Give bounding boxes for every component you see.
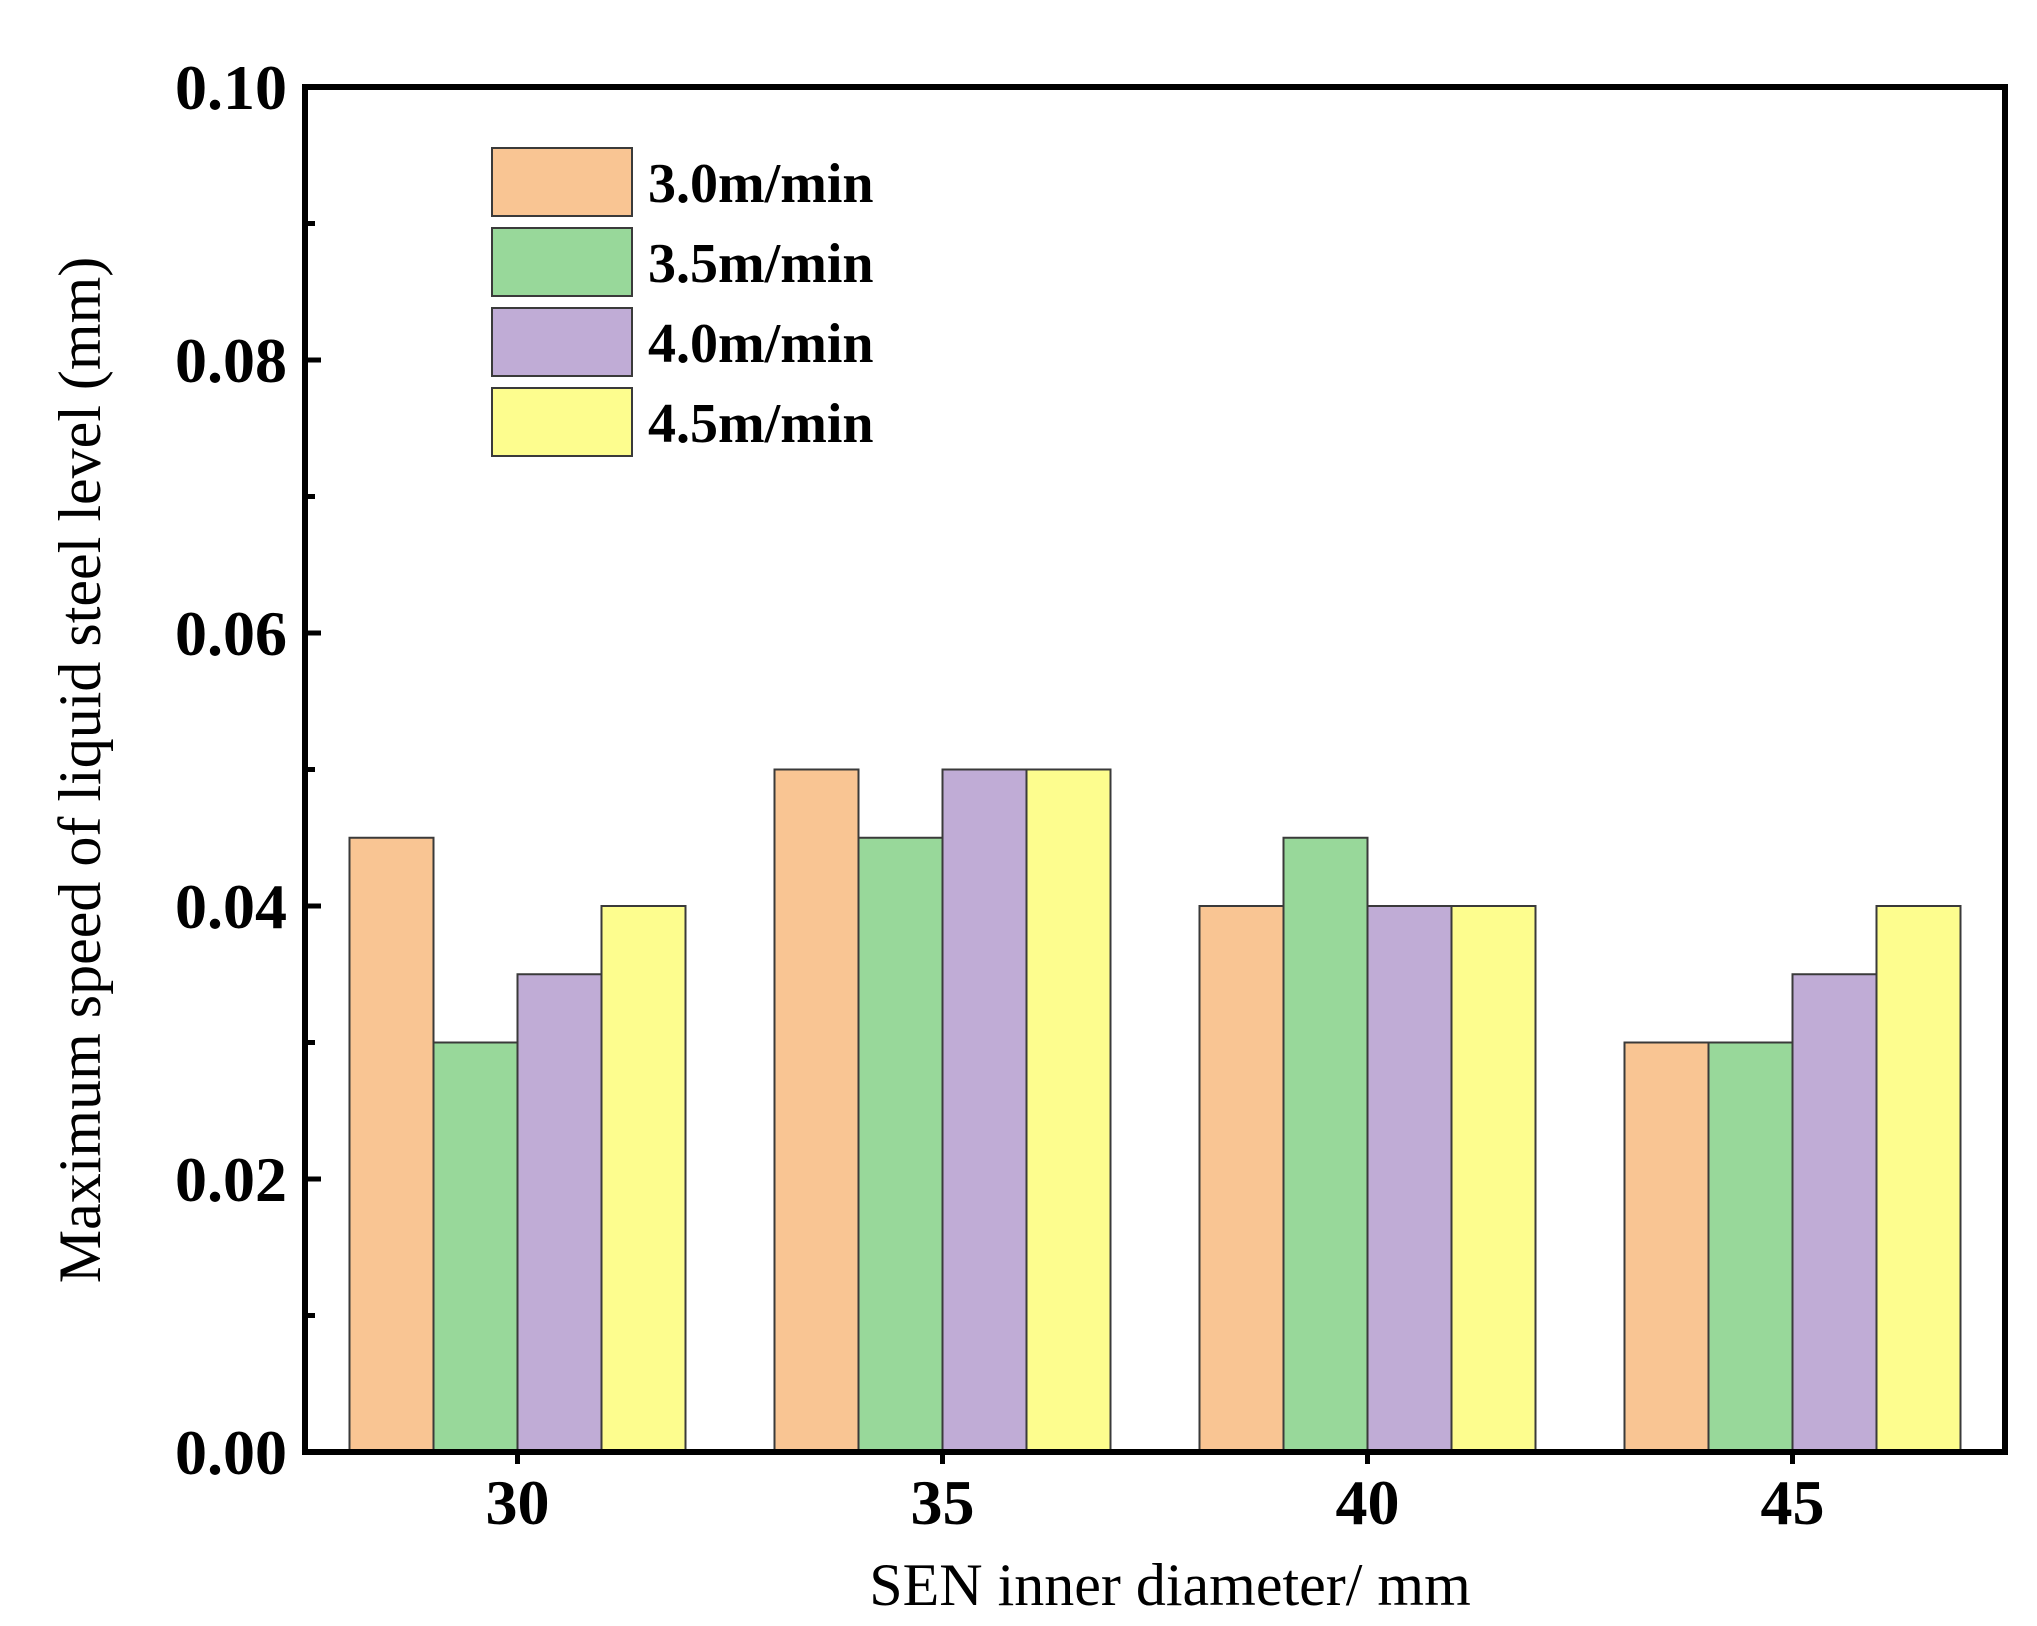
x-tick-label: 35 [911,1467,975,1538]
y-axis-ticks: 0.00 0.02 0.04 0.06 0.08 0.10 [175,52,321,1488]
bar-40-4.0m/min [1366,905,1453,1453]
legend-swatch [491,147,633,217]
bar-40-4.5m/min [1450,905,1537,1453]
y-tick-label: 0.02 [175,1144,287,1215]
x-tick-label: 45 [1761,1467,1825,1538]
bar-35-3.5m/min [857,836,944,1453]
bar-40-3.5m/min [1282,836,1369,1453]
y-tick-label: 0.00 [175,1417,287,1488]
y-tick-label: 0.04 [175,871,287,942]
y-tick-label: 0.06 [175,598,287,669]
bar-45-3.0m/min [1623,1041,1710,1453]
legend-swatch [491,307,633,377]
legend-swatch [491,387,633,457]
bar-30-3.5m/min [432,1041,519,1453]
bar-45-3.5m/min [1707,1041,1794,1453]
x-tick-label: 30 [486,1467,550,1538]
bar-35-3.0m/min [773,768,860,1453]
legend-label: 3.0m/min [648,153,874,215]
x-tick-label: 40 [1336,1467,1400,1538]
legend-label: 4.5m/min [648,393,874,455]
legend-label: 4.0m/min [648,313,874,375]
legend: 3.0m/min 3.5m/min 4.0m/min 4.5m/min [491,147,874,457]
plot-frame [302,84,2008,1455]
bar-30-4.0m/min [516,973,603,1453]
bars-group [348,768,1962,1453]
bar-45-4.0m/min [1791,973,1878,1453]
legend-label: 3.5m/min [648,233,874,295]
bar-30-4.5m/min [600,905,687,1453]
bar-40-3.0m/min [1198,905,1285,1453]
legend-swatch [491,227,633,297]
bar-30-3.0m/min [348,836,435,1453]
y-tick-label: 0.08 [175,325,287,396]
bar-35-4.0m/min [941,768,1028,1453]
bar-35-4.5m/min [1025,768,1112,1453]
x-axis-ticks: 30 35 40 45 [486,1452,1825,1538]
y-tick-label: 0.10 [175,52,287,123]
y-axis-title: Maximum speed of liquid steel level (mm) [47,257,113,1283]
x-axis-title: SEN inner diameter/ mm [869,1552,1471,1618]
bar-45-4.5m/min [1875,905,1962,1453]
